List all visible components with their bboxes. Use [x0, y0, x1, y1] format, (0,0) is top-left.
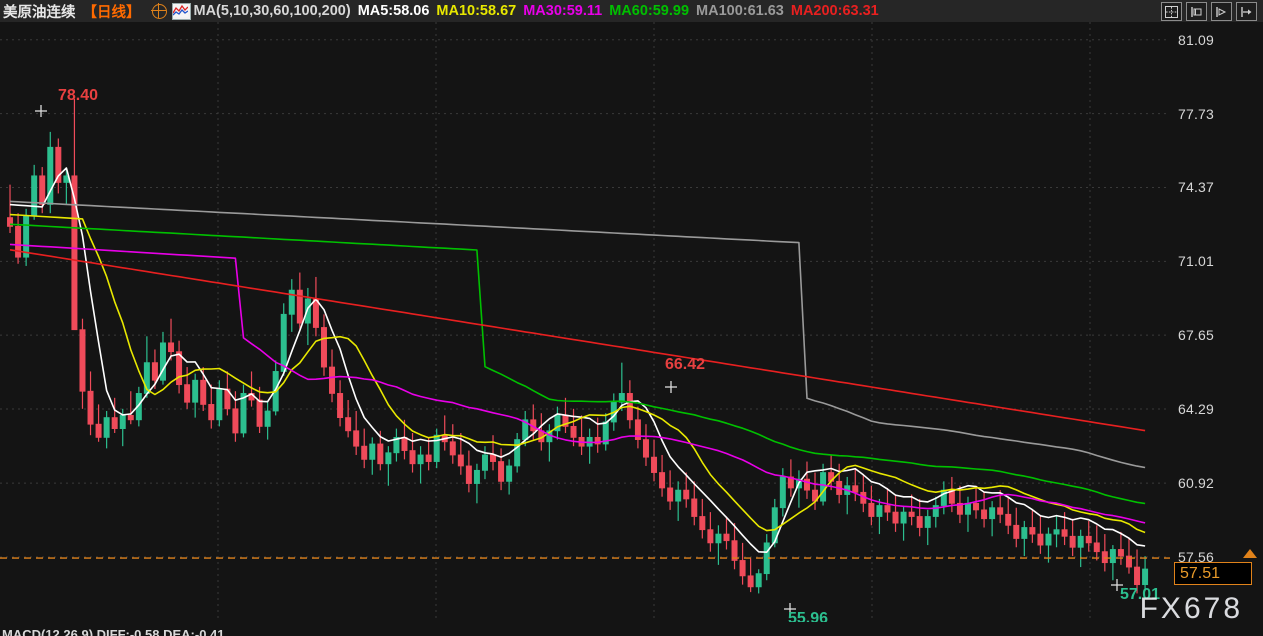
align-right-tool-icon[interactable] [1211, 2, 1232, 21]
price-axis-label: 67.65 [1178, 327, 1215, 344]
ma-line-ma60 [9, 223, 1146, 505]
shift-right-tool-icon[interactable] [1236, 2, 1257, 21]
swing-high-label: 66.42 [665, 356, 705, 373]
grid-lines [0, 22, 1170, 622]
ma-line-ma10 [9, 213, 1146, 534]
price-marker-tick [784, 603, 796, 615]
ma10-value: MA10:58.67 [436, 3, 517, 19]
chart-toolbar [1161, 2, 1257, 21]
candlestick-svg: 78.40 66.42 55.96 57.01 [0, 22, 1170, 622]
ma60-value: MA60:59.99 [609, 3, 690, 19]
chart-header: 美原油连续 【日线】 MA(5,10,30,60,100,200) MA5:58… [0, 0, 1263, 22]
price-axis-label: 81.09 [1178, 31, 1215, 48]
price-marker-tick [35, 105, 47, 117]
chart-thumbnail-icon[interactable] [171, 2, 191, 20]
price-axis-label: 60.92 [1178, 475, 1215, 492]
indicator-subpanel: MACD(12,26,9) DIFF:-0.58 DEA:-0.41 [0, 622, 1263, 636]
candles [7, 98, 1149, 594]
price-axis-label: 64.29 [1178, 401, 1215, 418]
price-axis-label: 77.73 [1178, 105, 1215, 122]
last-close-label: 57.01 [1120, 586, 1160, 603]
ma100-value: MA100:61.63 [696, 3, 784, 19]
ma-line-ma200 [9, 249, 1146, 432]
low-label: 55.96 [788, 610, 828, 622]
price-marker-tick [1111, 579, 1123, 591]
subpanel-macd-text: MACD(12,26,9) DIFF:-0.58 DEA:-0.41 [2, 627, 225, 636]
price-axis-label: 74.37 [1178, 179, 1215, 196]
crosshair-tool-icon[interactable] [1161, 2, 1182, 21]
ma-title: MA(5,10,30,60,100,200) [193, 3, 351, 19]
ma200-value: MA200:63.31 [790, 3, 879, 19]
moving-average-lines [9, 167, 1146, 553]
ma5-value: MA5:58.06 [357, 3, 430, 19]
align-left-tool-icon[interactable] [1186, 2, 1207, 21]
price-marker-tick [665, 381, 677, 393]
price-axis-arrow-icon [1243, 549, 1257, 559]
price-axis[interactable]: 81.09 77.73 74.37 71.01 67.65 64.29 60.92 57.56… [1170, 22, 1263, 622]
crosshair-icon[interactable] [150, 2, 167, 19]
ma30-value: MA30:59.11 [523, 3, 603, 19]
ma-line-ma30 [9, 243, 1146, 524]
symbol-name: 美原油连续 [3, 4, 76, 21]
period-label: 【日线】 [82, 4, 141, 21]
high-label: 78.40 [58, 87, 98, 104]
price-axis-label: 71.01 [1178, 253, 1215, 270]
ma-line-ma100 [9, 200, 1146, 469]
price-axis-label: 57.56 [1178, 548, 1215, 565]
price-chart-plot[interactable]: 78.40 66.42 55.96 57.01 [0, 22, 1170, 622]
last-price-badge[interactable]: 57.51 [1174, 562, 1252, 586]
